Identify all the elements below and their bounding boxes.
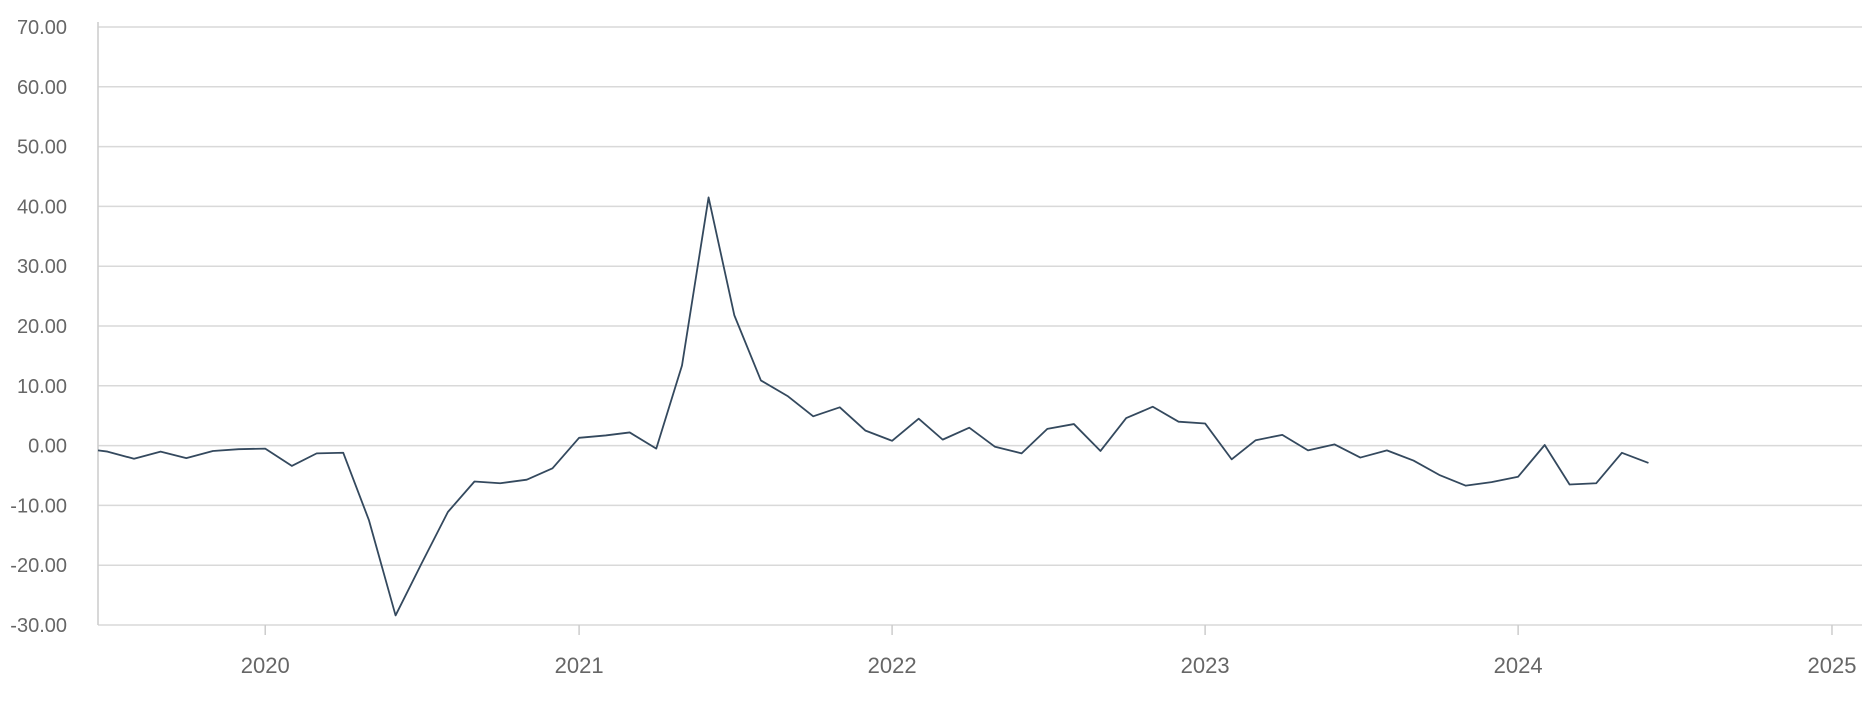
y-tick-label: 50.00 [17, 137, 67, 159]
y-tick-label: 60.00 [17, 77, 67, 99]
x-tick-label: 2021 [555, 653, 604, 678]
y-tick-label: 70.00 [17, 17, 67, 39]
y-tick-label: 30.00 [17, 256, 67, 278]
y-tick-label: 20.00 [17, 316, 67, 338]
series-line [97, 196, 1649, 617]
x-tick-label: 2024 [1494, 653, 1543, 678]
y-tick-label: 0.00 [28, 436, 67, 458]
y-tick-label: 10.00 [17, 376, 67, 398]
y-tick-label: -20.00 [10, 555, 67, 577]
x-tick-label: 2022 [868, 653, 917, 678]
y-tick-label: -10.00 [10, 495, 67, 517]
y-axis: -30.00 -20.00 -10.00 0.00 10.00 20.00 30.00 40.… [10, 17, 99, 637]
y-tick-label: 40.00 [17, 196, 67, 218]
x-axis: 2020 2021 2022 2023 2024 2025 [241, 625, 1857, 678]
x-tick-label: 2025 [1808, 653, 1857, 678]
x-tick-label: 2023 [1181, 653, 1230, 678]
grid-lines [98, 26, 1862, 626]
series-group [97, 196, 1649, 617]
y-tick-label: -30.00 [10, 615, 67, 637]
x-tick-label: 2020 [241, 653, 290, 678]
